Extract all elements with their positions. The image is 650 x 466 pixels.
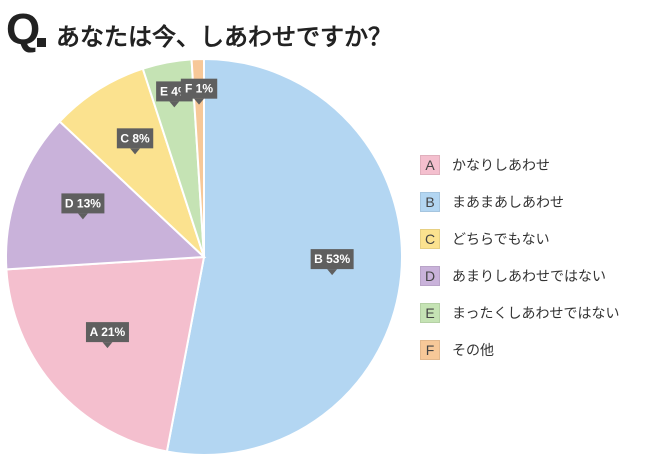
pie-slice-a [5, 255, 206, 453]
data-label-pointer [130, 148, 141, 155]
legend-item-c: C どちらでもない [420, 220, 619, 257]
data-label-b: B 53% [310, 249, 354, 276]
legend-item-d: D あまりしあわせではない [420, 257, 619, 294]
data-label-text: F 1% [185, 82, 213, 96]
q-mark-dot [37, 38, 46, 47]
data-label-box [61, 193, 105, 214]
data-label-pointer [169, 101, 180, 108]
chart-legend: A かなりしあわせ B まあまあしあわせ C どちらでもない D あまりしあわせではない E まっ… [420, 146, 619, 368]
legend-label: その他 [452, 342, 494, 359]
legend-item-a: A かなりしあわせ [420, 146, 619, 183]
pie-slices [5, 57, 403, 456]
legend-label: かなりしあわせ [452, 157, 550, 174]
legend-swatch: E [420, 302, 440, 323]
data-label-text: C 8% [120, 131, 150, 145]
legend-label: まったくしあわせではない [452, 305, 620, 322]
data-label-pointer [102, 342, 113, 349]
legend-item-e: E まったくしあわせではない [420, 294, 619, 331]
legend-label: あまりしあわせではない [452, 268, 606, 285]
data-label-box [310, 249, 354, 270]
data-label-f: F 1% [180, 78, 218, 105]
legend-swatch: A [420, 154, 440, 175]
data-label-text: A 21% [90, 325, 126, 339]
data-label-box [116, 128, 154, 149]
legend-swatch: B [420, 191, 440, 212]
legend-item-b: B まあまあしあわせ [420, 183, 619, 220]
question-title: あなたは今、しあわせですか？ [56, 23, 392, 51]
data-label-a: A 21% [85, 322, 129, 349]
data-label-box [180, 78, 218, 99]
legend-item-f: F その他 [420, 331, 619, 368]
legend-swatch: C [420, 228, 440, 249]
data-label-box [85, 322, 129, 343]
data-label-c: C 8% [116, 128, 154, 155]
legend-swatch: D [420, 265, 440, 286]
data-label-d: D 13% [61, 193, 105, 220]
data-label-text: B 53% [314, 252, 350, 266]
pie-slice-b [165, 57, 403, 456]
pie-slice-f [190, 57, 205, 258]
data-label-text: D 13% [65, 196, 101, 210]
legend-label: どちらでもない [452, 231, 550, 248]
data-label-pointer [194, 98, 205, 105]
pie-data-labels: B 53%A 21%D 13%C 8%E 4%F 1% [61, 78, 354, 349]
data-label-pointer [327, 269, 338, 276]
legend-label: まあまあしあわせ [452, 194, 564, 211]
pie-slice-d [5, 120, 207, 271]
data-label-pointer [77, 213, 88, 220]
legend-swatch: F [420, 339, 440, 360]
q-mark: Q [6, 5, 40, 54]
pie-slice-c [58, 67, 205, 258]
